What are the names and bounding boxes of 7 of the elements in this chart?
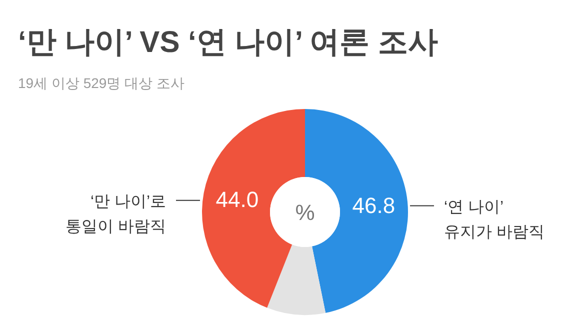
slice-label: ‘만 나이’로 통일이 바람직 (66, 193, 166, 236)
chart-title: ‘만 나이’ VS ‘연 나이’ 여론 조사 (18, 26, 438, 59)
text: % (295, 200, 315, 225)
slice-label: ‘연 나이’ 유지가 바람직 (444, 198, 544, 241)
chart-subtitle: 19세 이상 529명 대상 조사 (18, 75, 184, 91)
data-label: 46.8 (352, 193, 396, 218)
data-label: 44.0 (216, 187, 259, 212)
